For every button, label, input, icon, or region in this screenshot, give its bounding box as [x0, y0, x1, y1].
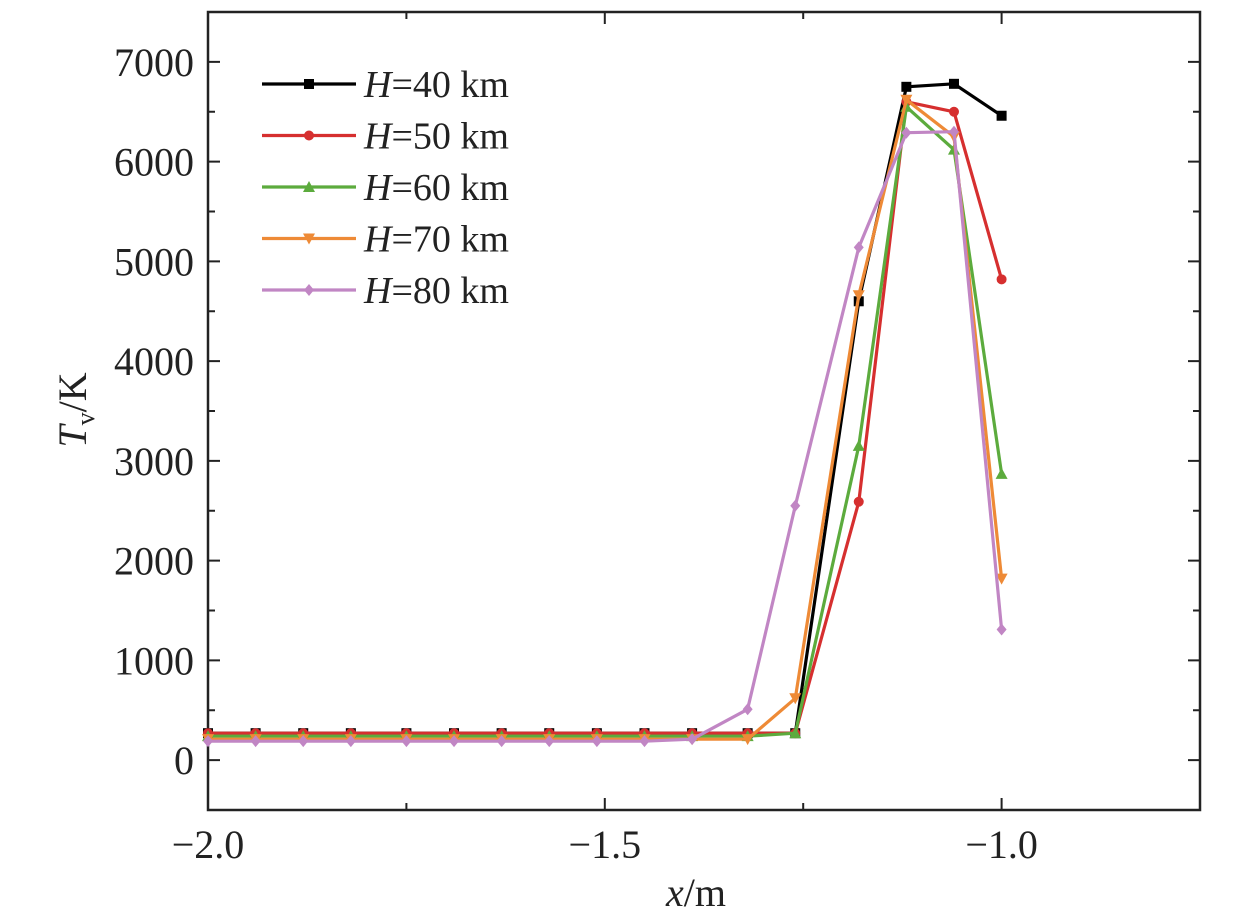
data-point — [948, 78, 959, 89]
legend-item: H=40 km — [262, 64, 509, 106]
legend-item: H=80 km — [262, 270, 509, 312]
legend-value: =80 km — [391, 270, 509, 312]
legend-label: H=80 km — [363, 270, 509, 312]
legend-label: H=40 km — [363, 64, 509, 106]
legend-marker — [304, 284, 314, 296]
x-tick-label: −2.0 — [172, 822, 245, 867]
legend-label: H=70 km — [363, 219, 509, 261]
data-point — [790, 499, 801, 512]
series-line — [208, 98, 1004, 741]
legend-var: H — [363, 219, 394, 261]
data-point — [900, 94, 913, 106]
series-line — [208, 130, 1004, 743]
x-tick-label: −1.5 — [569, 822, 642, 867]
data-point — [203, 735, 213, 748]
data-point — [298, 735, 309, 748]
data-point — [948, 106, 959, 117]
y-tick-label: 5000 — [114, 239, 194, 284]
series-5 — [203, 125, 1007, 748]
series-line — [208, 82, 1003, 735]
data-point — [852, 439, 865, 451]
data-point — [544, 735, 555, 748]
y-axis-title: Tv/K — [50, 372, 100, 447]
data-point — [496, 735, 507, 748]
data-point — [742, 703, 753, 716]
y-tick-label: 1000 — [114, 638, 194, 683]
legend-value: =50 km — [391, 116, 509, 158]
legend-marker — [304, 130, 314, 141]
y-tick-label: 0 — [174, 738, 194, 783]
legend-var: H — [363, 270, 394, 312]
legend-item: H=50 km — [262, 116, 509, 158]
y-axis-subscript: v — [71, 412, 100, 425]
legend: H=40 kmH=50 kmH=60 kmH=70 kmH=80 km — [262, 64, 509, 312]
legend-item: H=60 km — [262, 167, 509, 209]
series-4 — [202, 94, 1008, 746]
legend-value: =60 km — [391, 167, 509, 209]
data-point — [996, 623, 1007, 636]
y-tick-label: 7000 — [114, 40, 194, 85]
data-point — [449, 735, 460, 748]
data-point — [401, 735, 412, 748]
x-axis-unit: /m — [684, 870, 726, 915]
y-tick-label: 3000 — [114, 439, 194, 484]
y-tick-label: 6000 — [114, 140, 194, 185]
data-point — [687, 733, 698, 746]
data-point — [996, 274, 1007, 285]
data-point — [591, 735, 602, 748]
data-point — [639, 735, 650, 748]
data-point — [741, 734, 754, 746]
data-point — [853, 496, 864, 507]
x-axis-var: x — [665, 870, 684, 915]
legend-var: H — [363, 167, 394, 209]
data-point — [995, 467, 1008, 479]
legend-marker — [303, 181, 315, 192]
legend-label: H=60 km — [363, 167, 509, 209]
legend-marker — [303, 233, 315, 245]
y-axis-var: T — [50, 423, 95, 448]
data-point — [345, 735, 356, 748]
data-point — [852, 290, 865, 302]
data-point — [948, 125, 959, 138]
data-point — [996, 110, 1007, 121]
data-point — [853, 241, 864, 254]
data-point — [901, 126, 912, 139]
data-point — [901, 81, 912, 92]
legend-var: H — [363, 116, 394, 158]
data-point — [789, 693, 802, 705]
data-point — [789, 727, 802, 739]
legend-label: H=50 km — [363, 116, 509, 158]
y-tick-label: 2000 — [114, 539, 194, 584]
y-axis-unit: /K — [50, 372, 95, 412]
series-3 — [202, 100, 1008, 742]
legend-marker — [304, 79, 314, 89]
series-2 — [203, 96, 1007, 739]
x-tick-label: −1.0 — [965, 822, 1038, 867]
legend-var: H — [363, 64, 394, 106]
plot-frame — [206, 10, 1202, 812]
legend-value: =70 km — [391, 219, 509, 261]
legend-item: H=70 km — [262, 219, 509, 261]
data-point — [995, 573, 1008, 585]
legend-value: =40 km — [391, 64, 509, 106]
x-axis-title: x/m — [665, 870, 726, 915]
y-tick-label: 4000 — [114, 339, 194, 384]
data-point — [250, 735, 261, 748]
